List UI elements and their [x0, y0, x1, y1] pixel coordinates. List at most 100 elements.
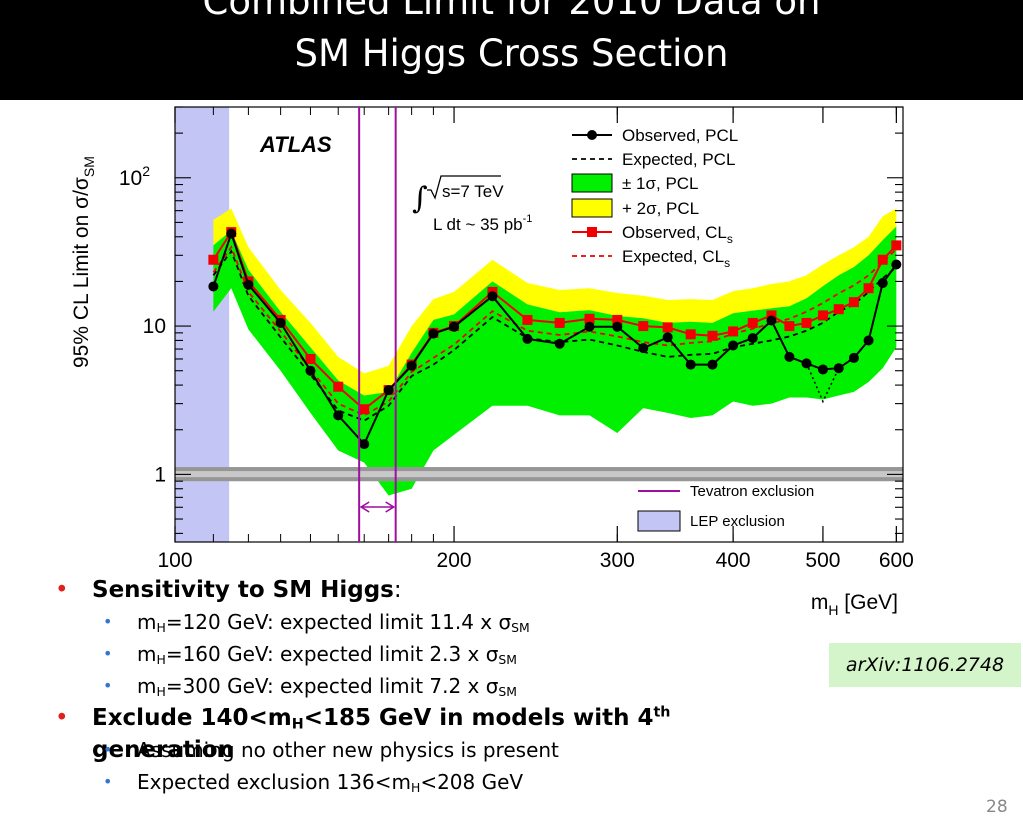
- tevatron-arrowhead-left: [359, 501, 370, 513]
- x-tick-label: 400: [716, 549, 751, 572]
- bullet-sensitivity-text: Sensitivity to SM Higgs: [92, 577, 394, 603]
- observed-cls-point: [359, 404, 370, 415]
- bullet-dot: •: [55, 577, 69, 603]
- observed-cls-point: [522, 314, 533, 325]
- mass-subscript: H: [291, 716, 304, 733]
- mass-subscript: H: [411, 780, 421, 796]
- observed-pcl-notch: [805, 363, 840, 404]
- observed-pcl-point: [275, 317, 286, 328]
- legend-label: LEP exclusion: [690, 513, 785, 530]
- observed-pcl-point: [848, 352, 859, 363]
- observed-cls-point: [747, 317, 758, 328]
- expected-exclusion-text-b: <208 GeV: [420, 770, 524, 794]
- bullet-colon: :: [393, 577, 402, 603]
- integral-sign: ∫: [412, 181, 428, 216]
- x-tick-label: 600: [879, 549, 914, 572]
- sm-subscript: SM: [511, 620, 530, 636]
- observed-cls-point: [584, 313, 595, 324]
- observed-pcl-point: [522, 333, 533, 344]
- subbullet-assumption: • Assuming no other new physics is presen…: [55, 734, 815, 766]
- observed-pcl-point: [449, 321, 460, 332]
- subbullet-assumption-text: Assuming no other new physics is present: [137, 738, 559, 762]
- expected-pcl-line: [212, 249, 897, 422]
- observed-cls-point: [305, 353, 316, 364]
- mass-subscript: H: [156, 652, 166, 668]
- observed-pcl-point: [766, 315, 777, 326]
- legend-item-lep: LEP exclusion: [637, 510, 785, 532]
- observed-cls-point: [208, 254, 219, 265]
- observed-cls-point: [801, 317, 812, 328]
- title-line-1: Combined Limit for 2010 Data on: [202, 0, 821, 23]
- observed-pcl-point: [863, 335, 874, 346]
- y-tick-label: 1: [154, 463, 166, 486]
- observed-pcl-point: [707, 359, 718, 370]
- subbullet-160: • mH=160 GeV: expected limit 2.3 x σSM: [55, 638, 815, 670]
- subbullet-expected-exclusion: • Expected exclusion 136<mH<208 GeV: [55, 766, 815, 798]
- exclusion-text-b: <185 GeV in models with 4: [303, 705, 654, 731]
- tevatron-arrowhead-right: [385, 501, 396, 513]
- bullet-dot: •: [103, 676, 113, 695]
- observed-pcl-point: [801, 358, 812, 369]
- observed-cls-point: [728, 326, 739, 337]
- subbullet-300-text: =300 GeV: expected limit 7.2 x σ: [165, 674, 499, 698]
- bullet-sensitivity: • Sensitivity to SM Higgs:: [55, 574, 815, 606]
- sm-subscript: SM: [498, 684, 517, 700]
- observed-pcl-point: [305, 365, 316, 376]
- bullet-exclusion: • Exclude 140<mH<185 GeV in models with 4…: [55, 702, 815, 763]
- observed-pcl-point: [833, 363, 844, 374]
- mass-symbol: m: [137, 610, 157, 634]
- bullet-dot: •: [103, 740, 113, 759]
- observed-pcl-point: [638, 343, 649, 354]
- mass-subscript: H: [156, 684, 166, 700]
- observed-pcl-point: [554, 338, 565, 349]
- observed-cls-point: [707, 330, 718, 341]
- legend-label: Observed, PCL: [622, 126, 738, 145]
- observed-pcl-point: [226, 228, 237, 239]
- y-tick-label: 10: [143, 315, 166, 338]
- band-1sigma: [213, 226, 897, 496]
- bullet-dot: •: [55, 705, 69, 731]
- arxiv-reference: arXiv:1106.2748: [829, 643, 1021, 687]
- observed-cls-point: [333, 381, 344, 392]
- observed-cls-point: [554, 317, 565, 328]
- subbullet-120-text: =120 GeV: expected limit 11.4 x σ: [165, 610, 512, 634]
- legend-item-tevatron: Tevatron exclusion: [638, 483, 814, 500]
- higgs-limit-chart: 100 200 300 400 500 600 1 10 102 mH [GeV] 95% CL L…: [70, 106, 914, 618]
- observed-pcl-point: [728, 340, 739, 351]
- y-tick-label: 102: [119, 163, 150, 190]
- legend-item-obs_cls: Observed, CLs: [572, 223, 733, 246]
- mass-symbol: m: [137, 674, 157, 698]
- observed-cls-point: [612, 314, 623, 325]
- subbullet-160-text: =160 GeV: expected limit 2.3 x σ: [165, 642, 499, 666]
- x-tick-label: 200: [437, 549, 472, 572]
- observed-cls-point: [877, 254, 888, 265]
- legend-item-obs_pcl: Observed, PCL: [572, 126, 738, 145]
- observed-pcl-point: [747, 333, 758, 344]
- observed-pcl-point: [359, 439, 370, 450]
- ordinal-superscript: th: [653, 704, 671, 721]
- observed-pcl-point: [784, 351, 795, 362]
- bullet-dot: •: [103, 772, 113, 791]
- subbullet-120: • mH=120 GeV: expected limit 11.4 x σSM: [55, 606, 815, 638]
- observed-cls-point: [833, 304, 844, 315]
- observed-pcl-point: [243, 279, 254, 290]
- legend-label: + 2σ, PCL: [622, 199, 699, 218]
- expected-exclusion-text-a: Expected exclusion 136<m: [137, 770, 411, 794]
- legend-label: Expected, PCL: [622, 150, 735, 169]
- observed-cls-point: [863, 283, 874, 294]
- observed-cls-point: [638, 321, 649, 332]
- observed-cls-point: [766, 310, 777, 321]
- lumi-text: L dt ~ 35 pb-1: [433, 213, 532, 234]
- legend-item-exp_cls: Expected, CLs: [572, 247, 730, 270]
- observed-pcl-point: [877, 278, 888, 289]
- x-tick-label: 500: [805, 549, 840, 572]
- atlas-label: ATLAS: [259, 132, 332, 157]
- bullet-dot: •: [103, 612, 113, 631]
- observed-pcl-point: [685, 359, 696, 370]
- observed-cls-point: [784, 321, 795, 332]
- mass-symbol: m: [137, 642, 157, 666]
- legend-label: Observed, CLs: [622, 223, 733, 246]
- observed-pcl-point: [383, 385, 394, 396]
- x-tick-label: 100: [157, 549, 192, 572]
- exclusion-text-a: Exclude 140<m: [92, 705, 292, 731]
